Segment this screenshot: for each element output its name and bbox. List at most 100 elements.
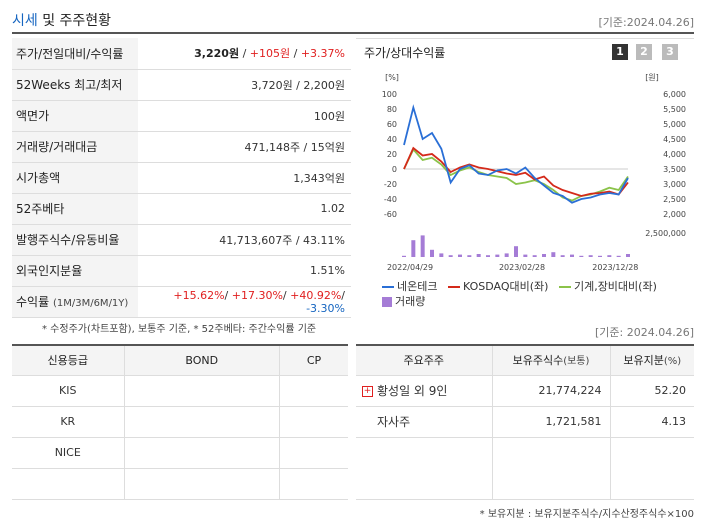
table-row: KR <box>12 406 348 438</box>
left-axis-unit: [%] <box>385 73 399 82</box>
left-tick-label: -40 <box>384 195 397 204</box>
right-tick-label: 2,000 <box>663 210 686 219</box>
volume-bar <box>570 254 574 257</box>
stat-value: 1.02 <box>138 193 351 225</box>
series-line <box>403 146 629 197</box>
stat-row-par: 액면가 100원 <box>12 100 351 132</box>
volume-bar <box>607 255 612 257</box>
table-row <box>356 437 694 500</box>
volume-bar <box>467 255 472 257</box>
stat-row-beta: 52주베타 1.02 <box>12 193 351 225</box>
return-1y: -3.30% <box>306 301 345 315</box>
right-tick-label: 2,500 <box>663 195 686 204</box>
section-title: 시세 및 주주현황 <box>12 13 112 29</box>
major-holders-table: 주요주주 보유주식수(보통) 보유지분(%) + 황성일 외 9인 21,774,2… <box>356 344 694 500</box>
chart-tab-1[interactable]: 1 <box>612 44 628 60</box>
change-value: +105원 <box>249 47 291 61</box>
volume-bar <box>523 254 528 257</box>
stat-value: 41,713,607주 / 43.11% <box>138 224 351 256</box>
stat-row-mcap: 시가총액 1,343억원 <box>12 162 351 194</box>
right-tick-label: 3,500 <box>663 165 686 174</box>
left-tick-label: 20 <box>387 150 397 159</box>
table-row: NICE <box>12 437 348 469</box>
right-tick-label: 4,000 <box>663 150 686 159</box>
stat-row-return: 수익률 (1M/3M/6M/1Y) +15.62%/ +17.30%/ +40.… <box>12 286 351 318</box>
chart-panel <box>356 38 694 314</box>
right-tick-label: 5,500 <box>663 105 686 114</box>
table-row <box>12 468 348 500</box>
volume-bar <box>495 254 500 257</box>
credit-header: 신용등급 <box>12 345 125 376</box>
x-tick-label: 2023/12/28 <box>592 263 638 272</box>
stats-table: 주가/전일대비/수익률 3,220원 / +105원 / +3.37% 52We… <box>12 38 351 318</box>
credit-rating-table: 신용등급 BOND CP KIS KR NICE <box>12 344 348 500</box>
stats-footnote: * 수정주가(차트포함), 보통주 기준, * 52주베타: 주간수익률 기준 <box>42 324 317 335</box>
left-tick-label: 60 <box>387 120 397 129</box>
stat-row-shares: 발행주식수/유동비율 41,713,607주 / 43.11% <box>12 224 351 256</box>
credit-header: BOND <box>124 345 281 376</box>
volume-bar <box>579 255 584 257</box>
left-tick-label: 100 <box>382 90 397 99</box>
volume-bar <box>626 254 630 257</box>
volume-bar <box>551 252 556 257</box>
return-3m: +17.30% <box>231 288 283 302</box>
base-date: [기준:2024.04.26] <box>598 16 694 29</box>
series-line <box>403 104 629 204</box>
legend-item-volume: 거래량 <box>382 293 425 309</box>
right-tick-label: 3,000 <box>663 180 686 189</box>
price-chart: [%] [원] 100 6,000 80 5,500 60 5,000 40 4,500 20 4,0… <box>382 73 686 272</box>
stat-value: 1.51% <box>138 255 351 287</box>
stat-row-volume: 거래량/거래대금 471,148주 / 15억원 <box>12 131 351 163</box>
table-row: KIS <box>12 375 348 407</box>
chart-legend: 네온테크 KOSDAQ대비(좌) 기계,장비대비(좌) <box>382 278 657 294</box>
volume-bar <box>476 254 481 257</box>
volume-bar <box>542 254 546 257</box>
change-rate-value: +3.37% <box>300 47 345 61</box>
right-axis-unit: [원] <box>645 73 659 82</box>
volume-bar <box>402 255 406 257</box>
holders-header: 보유주식수(보통) <box>492 345 611 376</box>
right-tick-label: 6,000 <box>663 90 686 99</box>
volume-bar <box>430 249 434 257</box>
left-tick-label: 40 <box>387 135 397 144</box>
stat-value: 100원 <box>138 100 351 132</box>
credit-header: CP <box>279 345 348 376</box>
volume-bar <box>448 255 453 257</box>
volume-bar <box>486 255 490 257</box>
volume-bar <box>598 255 602 257</box>
holders-header: 보유지분(%) <box>610 345 694 376</box>
left-tick-label: -20 <box>384 180 397 189</box>
right-tick-label: 5,000 <box>663 120 686 129</box>
stat-label: 주가/전일대비/수익률 <box>12 38 138 70</box>
left-tick-label: 0 <box>392 165 397 174</box>
volume-bar <box>411 240 416 257</box>
price-value: 3,220원 <box>194 47 240 61</box>
expand-plus-icon[interactable]: + <box>362 386 373 397</box>
holders-header: 주요주주 <box>356 345 493 376</box>
chart-tab-3[interactable]: 3 <box>662 44 678 60</box>
stat-value: 471,148주 / 15억원 <box>138 131 351 163</box>
left-tick-label: -60 <box>384 210 397 219</box>
volume-bar <box>560 255 565 257</box>
chart-tab-2[interactable]: 2 <box>636 44 652 60</box>
stat-value: 1,343억원 <box>138 162 351 194</box>
top-divider <box>12 32 694 34</box>
stat-row-52w: 52Weeks 최고/최저 3,720원 / 2,200원 <box>12 69 351 101</box>
volume-bar <box>514 246 518 257</box>
volume-tick-label: 2,500,000 <box>645 229 686 238</box>
legend-item-neontech: 네온테크 <box>382 280 437 293</box>
return-1m: +15.62% <box>173 288 225 302</box>
right-tick-label: 4,500 <box>663 135 686 144</box>
volume-bar <box>504 253 509 257</box>
volume-bar <box>532 255 537 257</box>
stat-row-price: 주가/전일대비/수익률 3,220원 / +105원 / +3.37% <box>12 38 351 70</box>
table-row: + 황성일 외 9인 21,774,224 52.20 <box>356 375 694 407</box>
stat-value: 3,720원 / 2,200원 <box>138 69 351 101</box>
volume-bar <box>616 255 621 257</box>
volume-bar <box>420 235 425 257</box>
return-6m: +40.92% <box>290 288 342 302</box>
x-tick-label: 2022/04/29 <box>387 263 433 272</box>
legend-item-kosdaq: KOSDAQ대비(좌) <box>447 280 548 293</box>
holders-footnote: * 보유지분 : 보유지분주식수/지수산정주식수×100 <box>479 509 694 520</box>
credit-base-date: [기준: 2024.04.26] <box>594 326 694 339</box>
